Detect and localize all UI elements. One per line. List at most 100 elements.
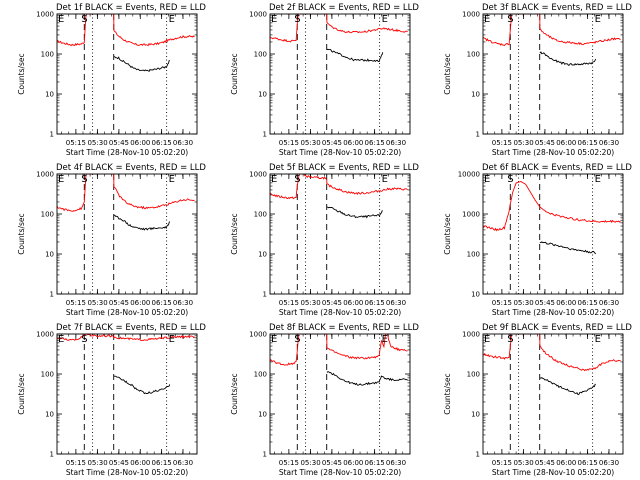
x-tick-label: 05:30 xyxy=(87,459,107,467)
panel-title: Det 6f BLACK = Events, RED = LLD xyxy=(482,163,632,173)
x-tick-label: 05:15 xyxy=(279,459,299,467)
x-axis-label: Start Time (28-Nov-10 05:02:20) xyxy=(492,468,614,477)
y-tick-label: 1000 xyxy=(249,171,267,179)
series-lld-line xyxy=(57,334,195,342)
x-tick-label: 05:15 xyxy=(492,299,512,307)
x-tick-label: 05:30 xyxy=(87,299,107,307)
y-axis-label: Counts/sec xyxy=(17,373,26,414)
event-marker-e: E xyxy=(382,334,388,345)
plot-frame xyxy=(482,13,624,135)
y-tick-label: 1000 xyxy=(36,11,54,19)
series-lld-line xyxy=(483,334,621,372)
x-tick-label: 05:30 xyxy=(513,459,533,467)
x-axis-label: Start Time (28-Nov-10 05:02:20) xyxy=(279,308,401,317)
y-tick-label: 100 xyxy=(467,251,480,259)
plot-frame xyxy=(269,13,411,135)
x-tick-label: 06:00 xyxy=(130,299,150,307)
x-axis-label: Start Time (28-Nov-10 05:02:20) xyxy=(492,308,614,317)
x-tick-label: 05:15 xyxy=(279,139,299,147)
panel-title: Det 9f BLACK = Events, RED = LLD xyxy=(482,323,632,333)
y-tick-label: 1000 xyxy=(36,171,54,179)
event-marker-e: E xyxy=(271,174,277,185)
y-tick-label: 1000 xyxy=(36,331,54,339)
y-tick-label: 10 xyxy=(471,411,480,419)
panel-2: Det 2f BLACK = Events, RED = LLD Counts/s… xyxy=(230,3,419,157)
y-tick-label: 10 xyxy=(45,411,54,419)
y-tick-label: 10 xyxy=(45,91,54,99)
event-marker-e: E xyxy=(58,14,64,25)
y-tick-label: 10 xyxy=(471,291,480,299)
y-tick-label: 100 xyxy=(467,371,480,379)
x-tick-label: 05:15 xyxy=(66,139,86,147)
x-tick-label: 05:30 xyxy=(87,139,107,147)
series-lld-line xyxy=(270,14,408,43)
series-lld-line xyxy=(57,174,195,212)
y-axis-label: Counts/sec xyxy=(230,373,239,414)
panel-4: Det 4f BLACK = Events, RED = LLD Counts/s… xyxy=(17,163,206,317)
x-tick-label: 05:30 xyxy=(300,299,320,307)
panel-title: Det 5f BLACK = Events, RED = LLD xyxy=(269,163,419,173)
x-tick-label: 06:30 xyxy=(599,299,619,307)
panel-1: Det 1f BLACK = Events, RED = LLD Counts/s… xyxy=(17,3,206,157)
panel-5: Det 5f BLACK = Events, RED = LLD Counts/s… xyxy=(230,163,419,317)
x-axis-label: Start Time (28-Nov-10 05:02:20) xyxy=(279,468,401,477)
y-tick-label: 1000 xyxy=(462,211,480,219)
plot-frame xyxy=(56,333,198,455)
y-tick-label: 1000 xyxy=(462,11,480,19)
y-tick-label: 1000 xyxy=(249,331,267,339)
x-tick-label: 06:15 xyxy=(365,139,385,147)
x-tick-label: 06:00 xyxy=(556,139,576,147)
x-tick-label: 06:30 xyxy=(173,459,193,467)
x-tick-label: 06:15 xyxy=(578,459,598,467)
y-tick-label: 10 xyxy=(258,411,267,419)
x-tick-label: 06:30 xyxy=(386,459,406,467)
plot-frame xyxy=(482,173,624,295)
y-tick-label: 100 xyxy=(41,211,54,219)
x-tick-label: 06:30 xyxy=(599,459,619,467)
plot-frame xyxy=(269,333,411,455)
event-marker-e: E xyxy=(271,14,277,25)
event-marker-e: E xyxy=(484,334,490,345)
x-tick-label: 05:15 xyxy=(66,299,86,307)
x-tick-label: 06:15 xyxy=(578,139,598,147)
y-tick-label: 1 xyxy=(50,291,54,299)
y-tick-label: 10 xyxy=(45,251,54,259)
series-events-line xyxy=(539,377,596,396)
event-marker-s: S xyxy=(81,334,87,345)
x-tick-label: 05:15 xyxy=(66,459,86,467)
panel-7: Det 7f BLACK = Events, RED = LLD Counts/s… xyxy=(17,323,206,477)
x-tick-label: 06:30 xyxy=(599,139,619,147)
event-marker-s: S xyxy=(294,334,300,345)
x-tick-label: 06:00 xyxy=(556,299,576,307)
panel-title: Det 4f BLACK = Events, RED = LLD xyxy=(56,163,206,173)
y-tick-label: 1 xyxy=(476,131,480,139)
x-tick-label: 05:30 xyxy=(300,459,320,467)
panel-title: Det 3f BLACK = Events, RED = LLD xyxy=(482,3,632,13)
event-marker-e: E xyxy=(382,174,388,185)
panel-title: Det 7f BLACK = Events, RED = LLD xyxy=(56,323,206,333)
event-marker-s: S xyxy=(294,14,300,25)
panel-title: Det 8f BLACK = Events, RED = LLD xyxy=(269,323,419,333)
x-tick-label: 06:00 xyxy=(343,139,363,147)
x-axis-label: Start Time (28-Nov-10 05:02:20) xyxy=(66,308,188,317)
x-tick-label: 05:30 xyxy=(300,139,320,147)
y-axis-label: Counts/sec xyxy=(17,213,26,254)
y-axis-label: Counts/sec xyxy=(443,53,452,94)
y-axis-label: Counts/sec xyxy=(230,53,239,94)
event-marker-s: S xyxy=(507,174,513,185)
x-tick-label: 05:45 xyxy=(322,299,342,307)
x-tick-label: 05:15 xyxy=(492,459,512,467)
x-tick-label: 06:15 xyxy=(365,459,385,467)
x-tick-label: 06:00 xyxy=(343,299,363,307)
series-lld-line xyxy=(483,181,621,232)
x-tick-label: 05:45 xyxy=(535,299,555,307)
x-tick-label: 06:30 xyxy=(386,139,406,147)
event-marker-e: E xyxy=(382,14,388,25)
event-marker-s: S xyxy=(507,14,513,25)
y-tick-label: 10 xyxy=(258,251,267,259)
event-marker-e: E xyxy=(595,334,601,345)
panel-8: Det 8f BLACK = Events, RED = LLD Counts/s… xyxy=(230,323,419,477)
x-tick-label: 06:15 xyxy=(152,299,172,307)
x-tick-label: 06:30 xyxy=(173,299,193,307)
